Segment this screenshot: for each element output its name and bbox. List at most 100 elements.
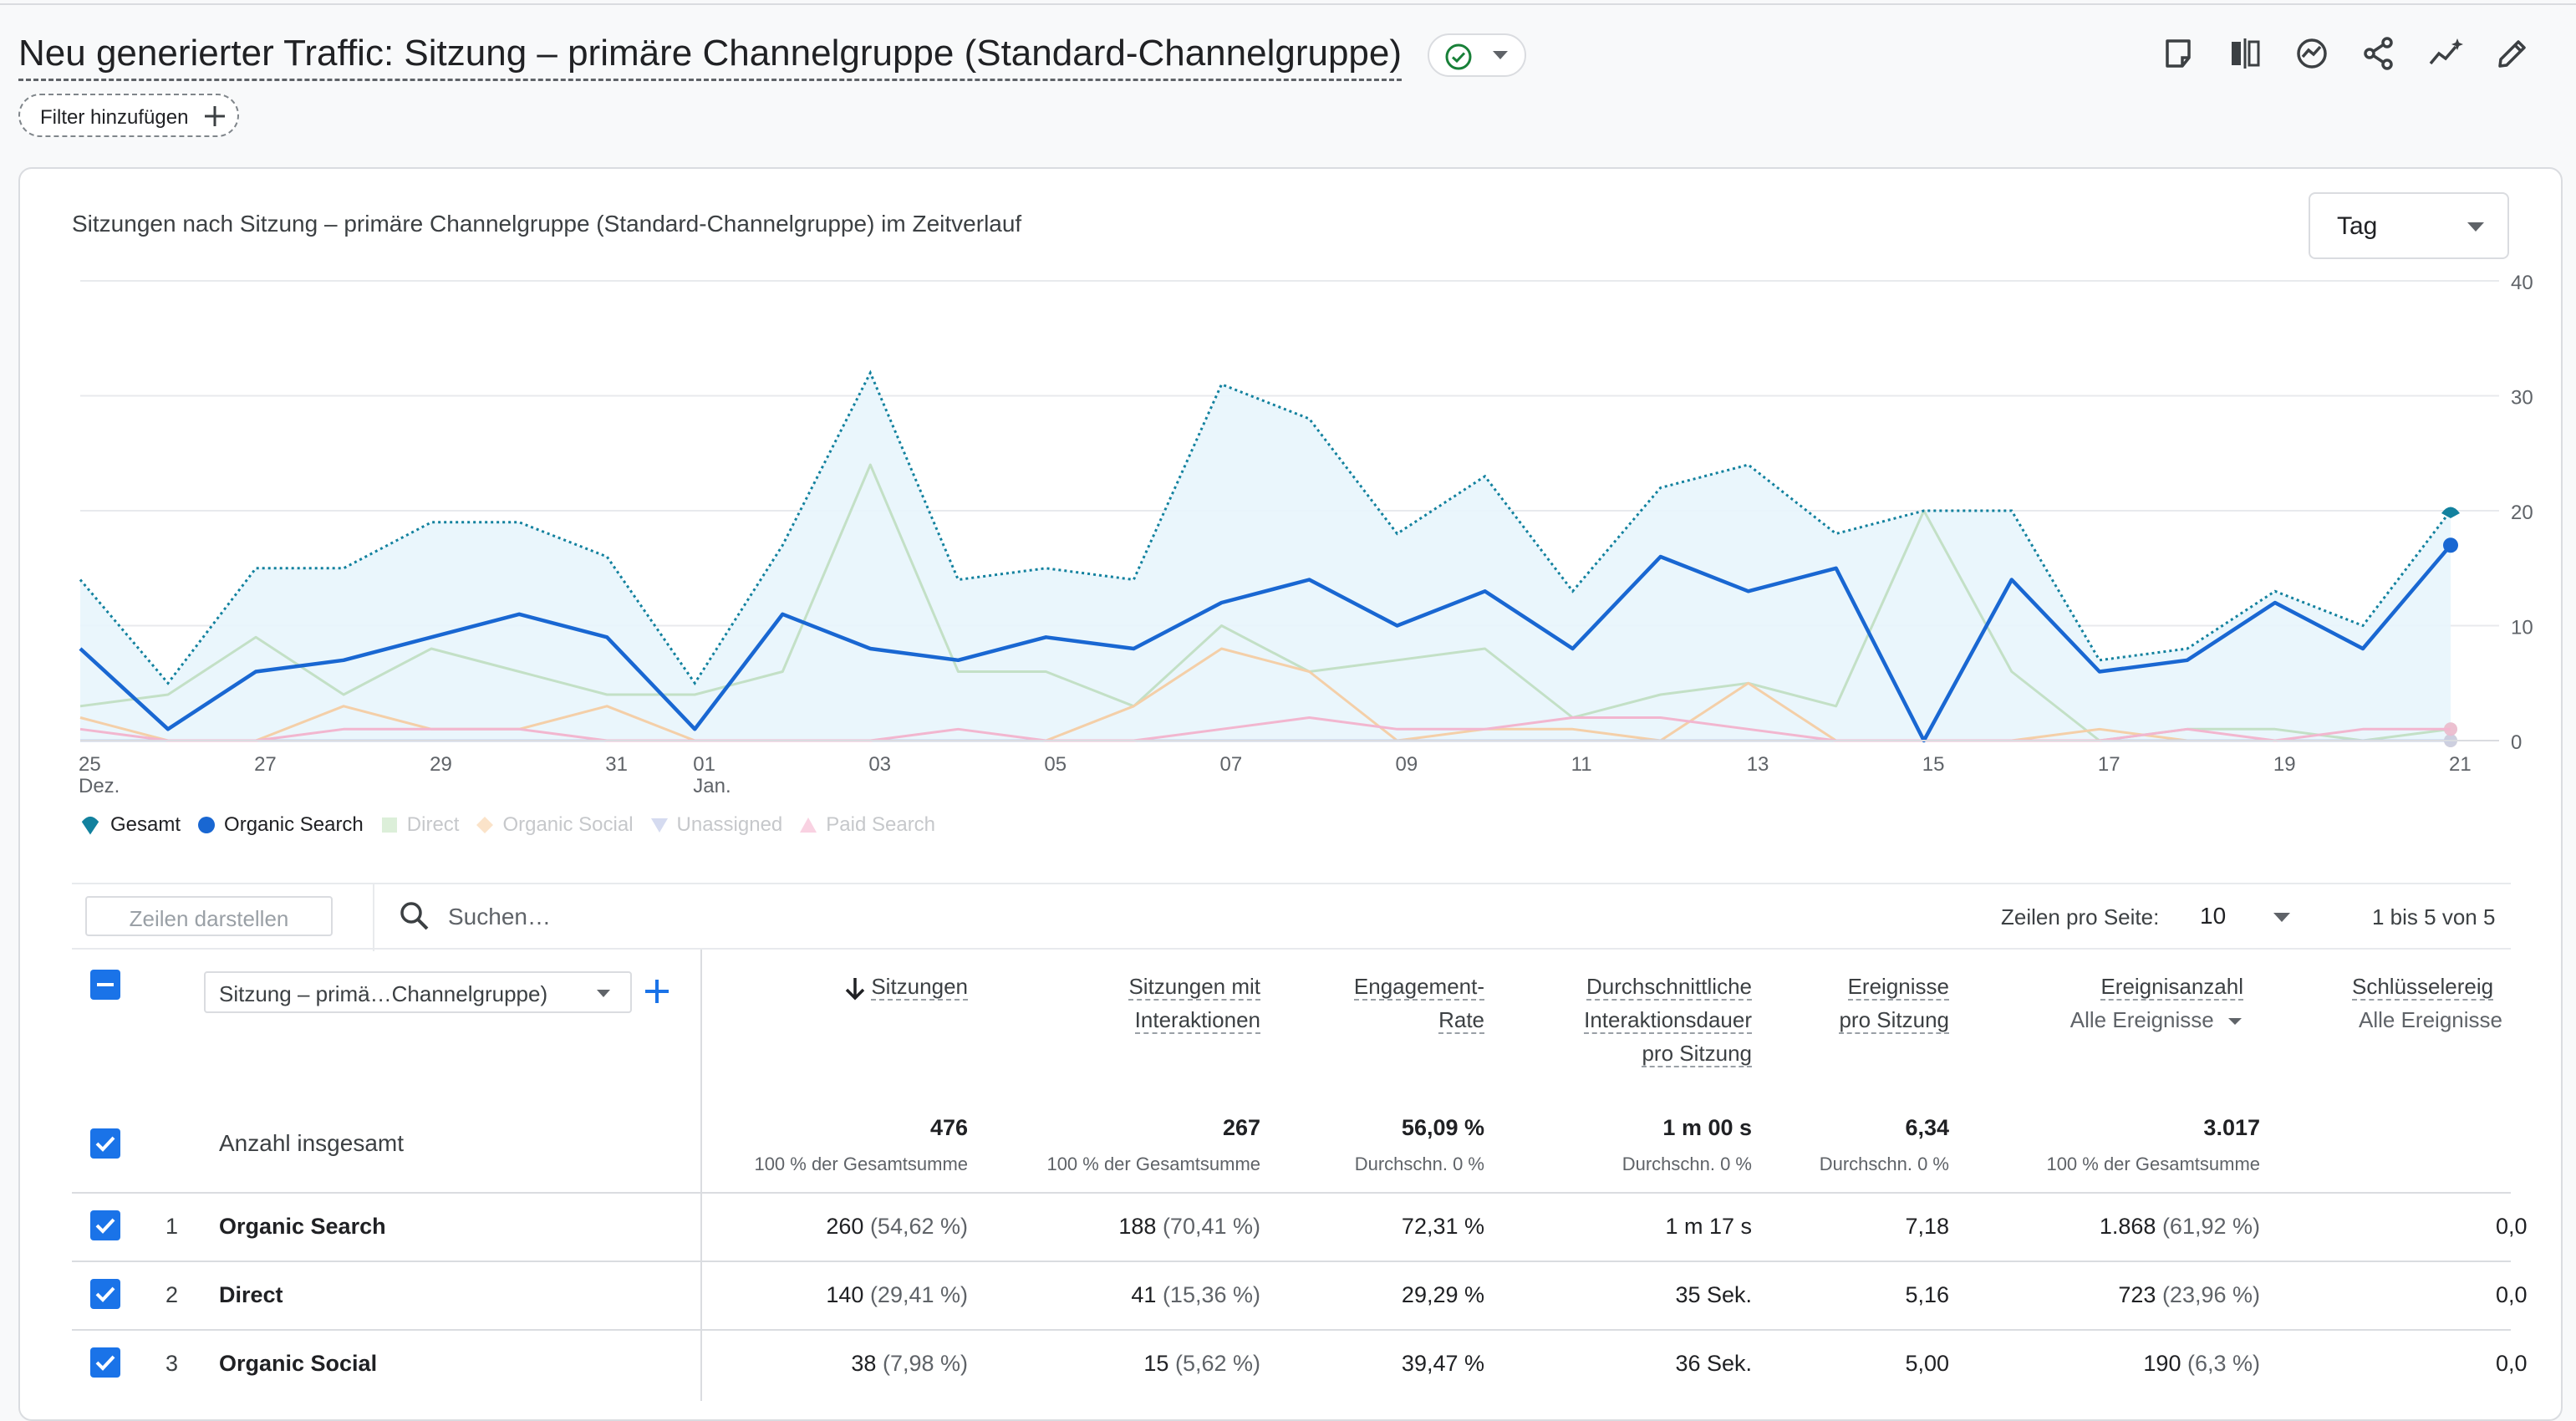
cell-percent: (54,62 %) [863,1214,968,1239]
show-rows-button[interactable]: Zeilen darstellen [85,896,333,936]
add-filter-label: Filter hinzufügen [40,106,189,129]
add-dimension-icon[interactable] [640,975,674,1008]
cell-percent: (15,36 %) [1156,1282,1260,1307]
table-cell: 0,0 [2496,1282,2563,1308]
table-cell: 72,31 % [1402,1214,1484,1240]
cell-value: 0,0 [2496,1351,2528,1376]
report-title: Neu generierter Traffic: Sitzung – primä… [18,30,1403,81]
col-header-label: pro Sitzung [1839,1007,1949,1034]
table-cell: 7,18 [1905,1214,1949,1240]
dimension-select[interactable]: Sitzung – primä…Channelgruppe) [204,971,632,1013]
cell-percent: (61,92 %) [2156,1214,2260,1239]
x-tick-label: 21 [2449,753,2472,776]
cell-value: 38 [851,1351,877,1376]
legend-swatch-gesamt [81,816,99,835]
total-sessions: 476 [929,1115,968,1140]
add-filter-button[interactable]: Filter hinzufügen [18,94,239,137]
table-row[interactable] [72,1329,2511,1398]
y-tick-label: 0 [2511,731,2522,754]
total-sessions-sub: 100 % der Gesamtsumme [754,1154,968,1174]
legend-item-organic-social[interactable]: Organic Social [476,813,634,837]
row-channel-name[interactable]: Direct [219,1282,283,1307]
check-circle-icon [1445,43,1472,70]
trend-icon[interactable] [2426,33,2466,74]
cell-percent: (23,96 %) [2156,1282,2260,1307]
col-header-engagement-rate[interactable]: Engagement- Rate [1353,970,1484,1036]
totals-checkbox[interactable] [90,1128,120,1159]
series-endpoint [2444,722,2457,736]
x-tick-label: 17 [2098,753,2120,776]
chevron-down-icon [2467,222,2484,232]
share-icon[interactable] [2359,33,2399,74]
table-cell: 29,29 % [1402,1282,1484,1308]
x-tick-label: 05 [1044,753,1067,776]
legend-swatch-organic-search [198,817,216,833]
period-select[interactable]: Tag [2309,192,2509,259]
table-row[interactable] [72,1192,2511,1261]
top-divider [0,0,2576,5]
row-number: 1 [165,1214,179,1239]
show-rows-label: Zeilen darstellen [129,906,289,931]
row-channel-name[interactable]: Organic Search [219,1214,386,1239]
col-header-label: Sitzungen [871,974,968,1001]
key-event-filter-select[interactable]: Alle Ereignisse [2359,1007,2502,1032]
table-row[interactable] [72,1261,2511,1329]
col-header-key-events[interactable]: Schlüsselereig Alle Ereignisse [2352,970,2569,1036]
cell-value: 15 [1143,1351,1169,1376]
row-checkbox[interactable] [90,1347,120,1378]
cell-value: 35 Sek. [1675,1282,1752,1307]
col-header-event-count[interactable]: Ereignisanzahl Alle Ereignisse [2070,970,2243,1036]
table-cell: 0,0 [2496,1214,2563,1240]
compare-icon[interactable] [2225,33,2265,74]
cell-value: 7,18 [1905,1214,1949,1239]
legend-item-organic-search[interactable]: Organic Search [197,813,364,837]
row-checkbox[interactable] [90,1210,120,1240]
cell-value: 723 [2118,1282,2156,1307]
col-header-sitzungen[interactable]: Sitzungen [844,970,968,1003]
cell-value: 188 [1118,1214,1157,1239]
col-header-label: Sitzungen mit [1128,974,1260,1001]
table-cell: 41 (15,36 %) [1131,1282,1260,1308]
total-engaged-sessions: 267 [1222,1115,1260,1140]
note-icon[interactable] [2158,33,2198,74]
event-filter-select[interactable]: Alle Ereignisse [2069,1007,2214,1032]
totals-label: Anzahl insgesamt [219,1130,405,1156]
insights-icon[interactable] [2292,33,2332,74]
total-events-per-session-sub: Durchschn. 0 % [1819,1154,1949,1174]
cell-value: 5,16 [1905,1282,1949,1307]
row-checkbox[interactable] [90,1279,120,1309]
col-header-events-per-session[interactable]: Ereignisse pro Sitzung [1839,970,1949,1036]
series-line-direct [79,463,2451,742]
cell-value: 0,0 [2496,1214,2528,1239]
rows-per-page-select[interactable]: 10 [2200,903,2227,929]
cell-percent: (29,41 %) [863,1282,968,1307]
chevron-down-icon[interactable] [2227,1016,2243,1026]
cell-value: 29,29 % [1401,1282,1484,1307]
y-tick-label: 40 [2511,272,2533,294]
report-card [18,167,2563,1421]
table-cell: 38 (7,98 %) [851,1351,968,1377]
select-all-checkbox[interactable] [90,970,120,1000]
chart-legend: Gesamt Organic Search Direct Organic Soc… [79,811,952,839]
search-input[interactable] [446,898,1035,936]
legend-label-unassigned: Unassigned [676,813,783,836]
col-header-label: Ereignisanzahl [2100,974,2243,1001]
chevron-down-icon[interactable] [2273,913,2290,922]
area-gesamt [80,373,2451,741]
total-engagement-rate-sub: Durchschn. 0 % [1354,1154,1484,1174]
y-tick-label: 10 [2511,617,2533,639]
table-cell: 36 Sek. [1675,1351,1752,1377]
legend-item-paid-search[interactable]: Paid Search [799,813,935,837]
col-header-engaged-sessions[interactable]: Sitzungen mit Interaktionen [1128,970,1260,1036]
legend-item-direct[interactable]: Direct [380,813,459,837]
col-header-label: Ereignisse [1847,974,1949,1001]
status-dropdown[interactable] [1428,33,1526,77]
table-toolbar: Zeilen darstellen Zeilen pro Seite: 10 1… [72,883,2511,951]
x-tick-label: 07 [1219,753,1242,776]
legend-item-unassigned[interactable]: Unassigned [650,813,783,837]
legend-item-gesamt[interactable]: Gesamt [79,813,181,837]
col-header-avg-engagement[interactable]: Durchschnittliche Interaktionsdauer pro … [1584,970,1752,1070]
edit-icon[interactable] [2492,33,2533,74]
row-channel-name[interactable]: Organic Social [219,1351,378,1376]
cell-value: 190 [2143,1351,2181,1376]
